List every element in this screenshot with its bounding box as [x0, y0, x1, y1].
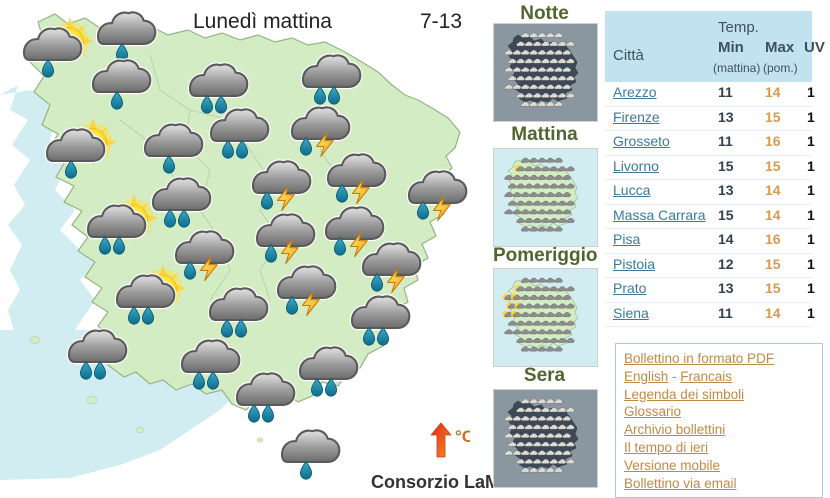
svg-text:°C: °C — [455, 427, 470, 446]
